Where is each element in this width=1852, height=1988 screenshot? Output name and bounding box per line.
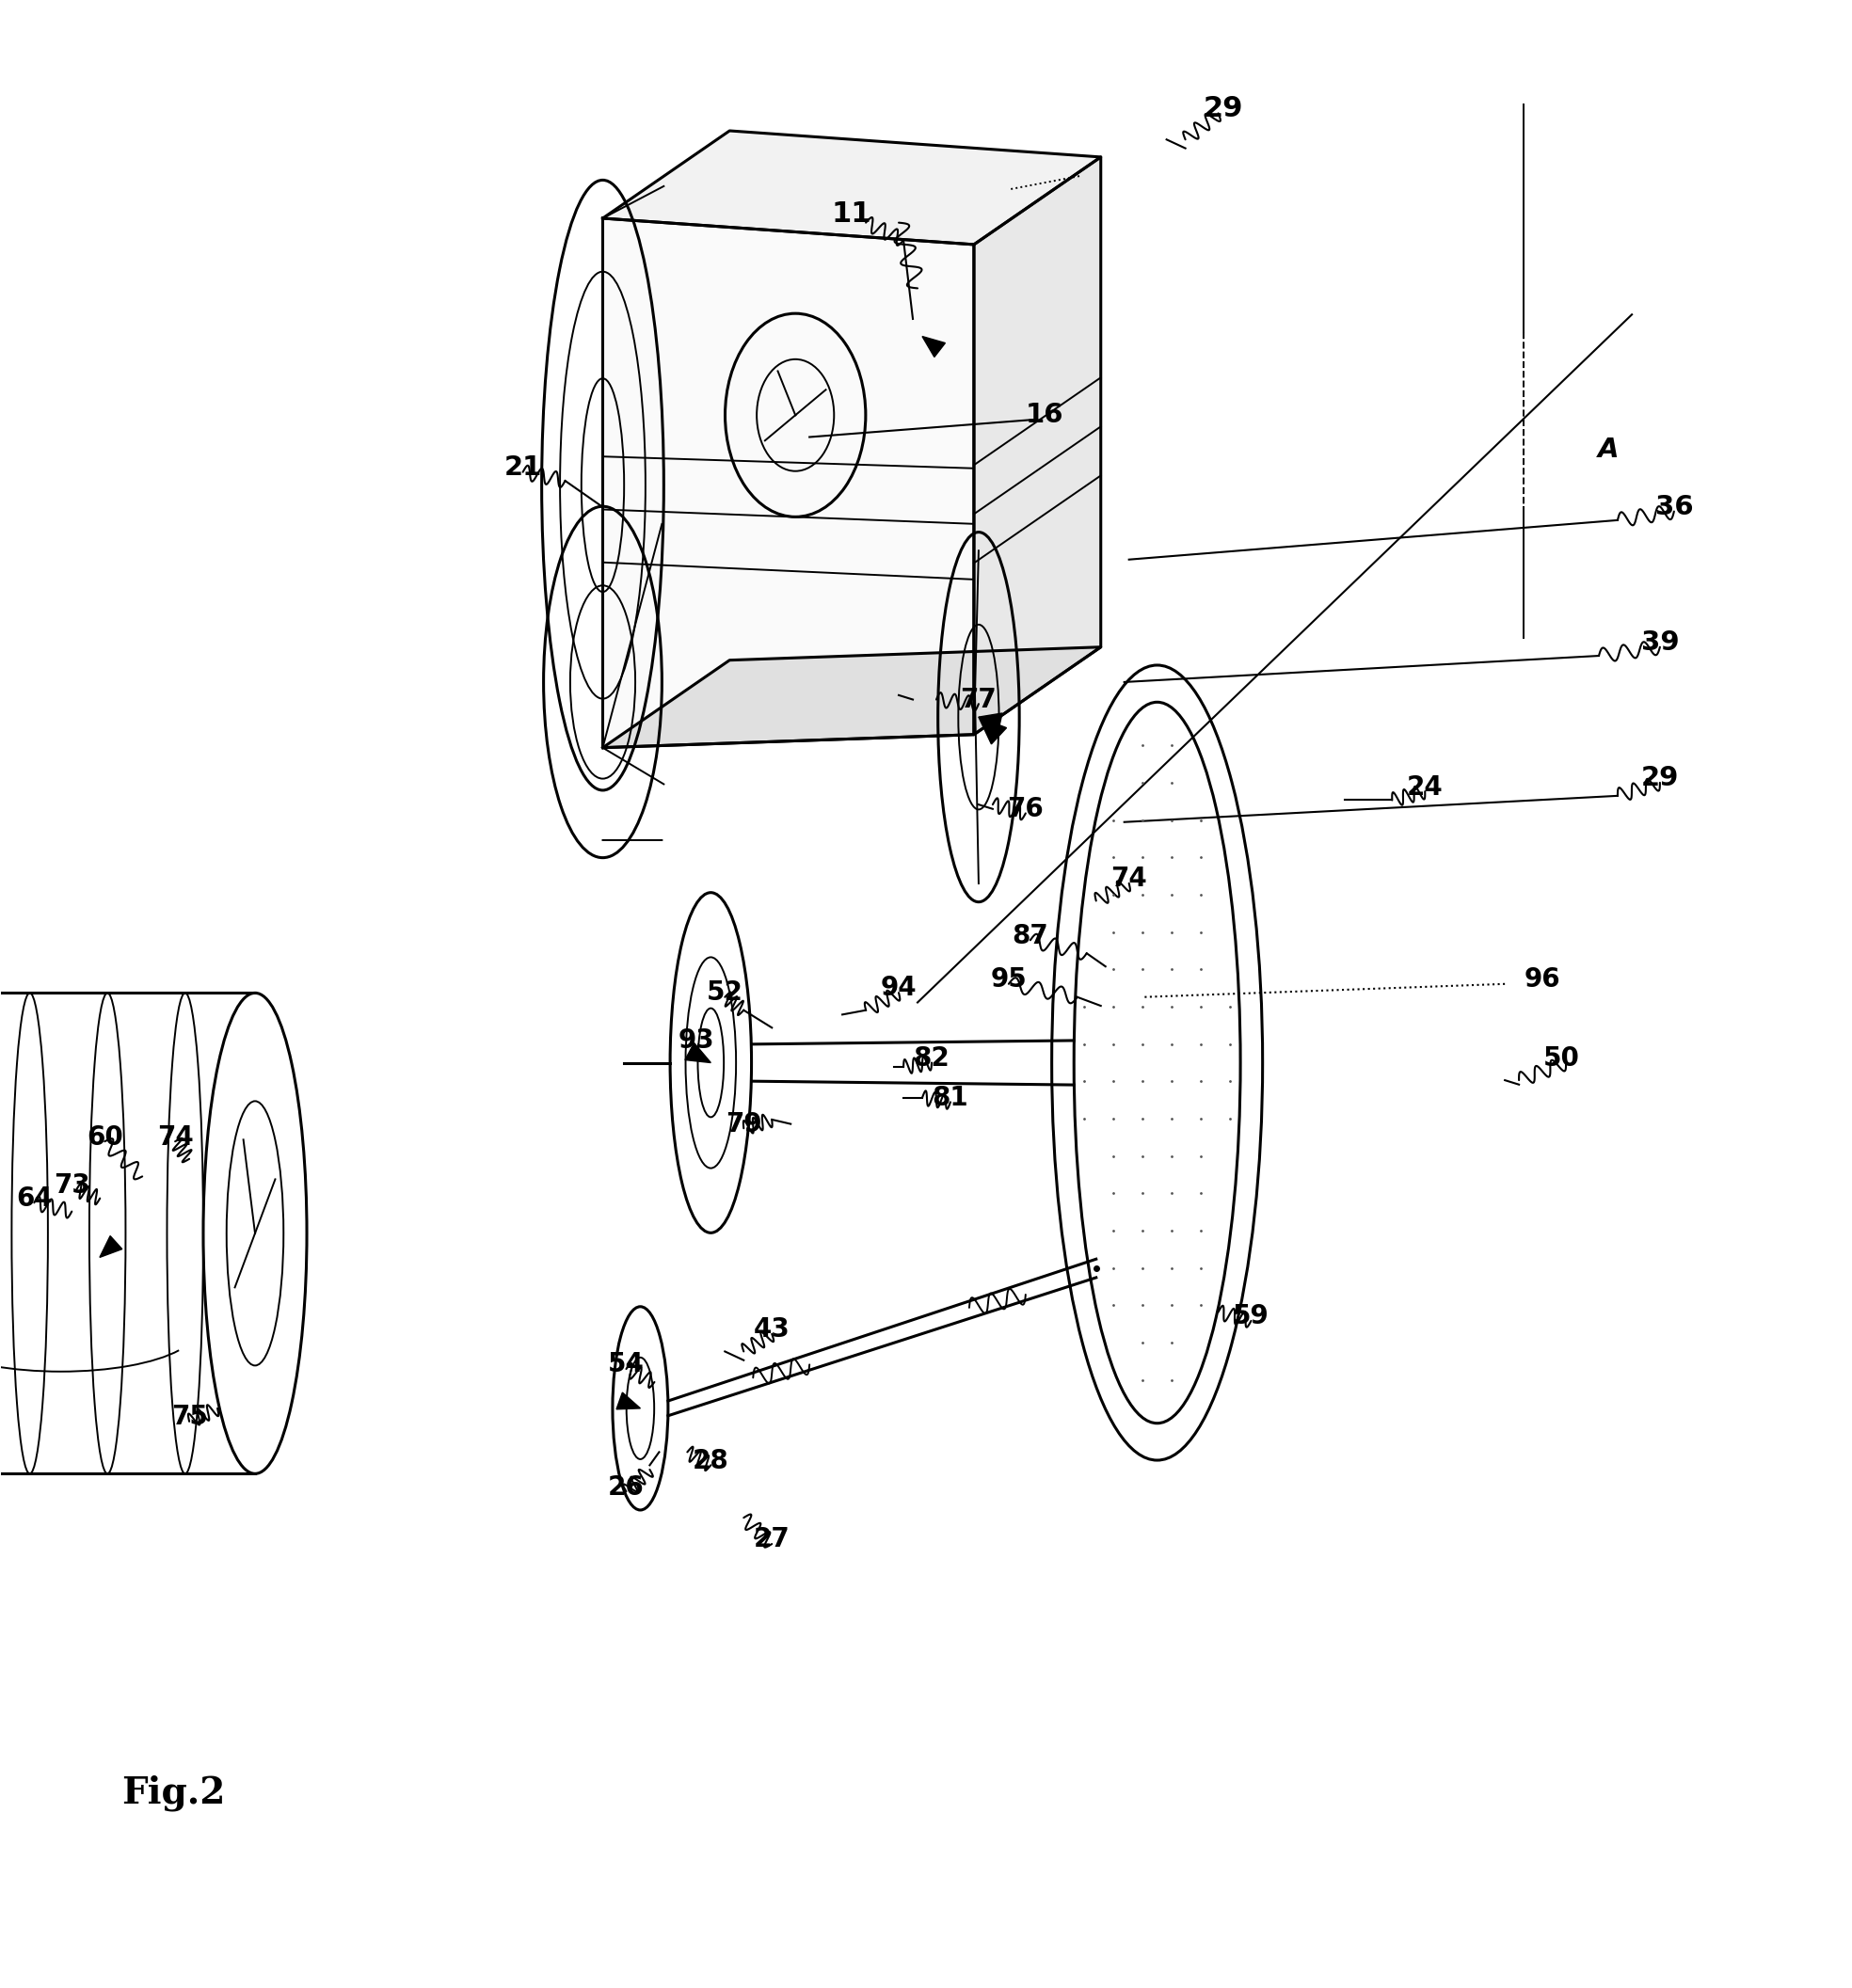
Polygon shape [602, 219, 974, 747]
Text: 74: 74 [1111, 865, 1146, 893]
Text: 59: 59 [1233, 1304, 1269, 1330]
Text: 27: 27 [754, 1527, 791, 1553]
Text: 26: 26 [607, 1473, 644, 1501]
Text: 81: 81 [932, 1085, 969, 1111]
Text: 79: 79 [726, 1111, 761, 1137]
Text: 74: 74 [157, 1123, 193, 1151]
Polygon shape [602, 131, 1100, 245]
Text: Fig.2: Fig.2 [122, 1775, 226, 1811]
Text: 43: 43 [754, 1316, 791, 1342]
Polygon shape [100, 1237, 122, 1256]
Text: 36: 36 [1656, 493, 1693, 521]
Text: 52: 52 [707, 980, 743, 1006]
Polygon shape [685, 1044, 711, 1064]
Text: 95: 95 [991, 966, 1026, 992]
Text: 76: 76 [1007, 795, 1045, 823]
Text: 82: 82 [913, 1046, 950, 1072]
Text: 94: 94 [880, 976, 917, 1002]
Text: 16: 16 [1026, 402, 1063, 427]
Text: 29: 29 [1641, 765, 1680, 791]
Text: A: A [1598, 437, 1619, 463]
Polygon shape [922, 336, 945, 358]
Text: 93: 93 [678, 1028, 715, 1054]
Text: 75: 75 [170, 1404, 207, 1429]
Text: 50: 50 [1543, 1046, 1580, 1072]
Text: 87: 87 [1011, 922, 1048, 948]
Text: 96: 96 [1524, 966, 1561, 992]
Text: 29: 29 [1204, 95, 1243, 123]
Text: 28: 28 [693, 1447, 730, 1473]
Text: 77: 77 [961, 686, 996, 714]
Text: 60: 60 [87, 1123, 122, 1151]
Polygon shape [617, 1392, 641, 1409]
Text: 64: 64 [17, 1185, 52, 1211]
Text: 54: 54 [607, 1352, 644, 1378]
Polygon shape [978, 714, 1002, 730]
Text: 21: 21 [504, 455, 543, 481]
Text: 39: 39 [1641, 630, 1680, 656]
Text: 73: 73 [54, 1173, 91, 1199]
Polygon shape [978, 718, 1006, 744]
Text: 24: 24 [1408, 773, 1443, 801]
Text: 11: 11 [832, 201, 872, 227]
Polygon shape [602, 646, 1100, 747]
Polygon shape [974, 157, 1100, 734]
